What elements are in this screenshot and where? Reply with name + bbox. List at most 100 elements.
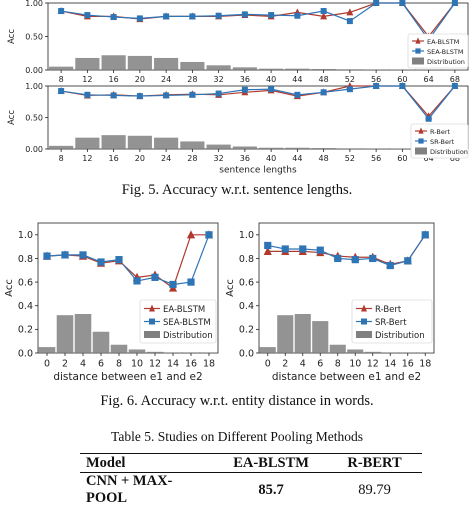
point-sea-blstm — [115, 256, 122, 263]
point-sea-blstm — [321, 8, 327, 14]
point-sr-bert — [111, 92, 117, 98]
x-tick-label: 16 — [109, 154, 119, 163]
y-tick-label: 0.00 — [25, 145, 43, 154]
y-tick-label: 0.6 — [239, 277, 254, 288]
x-tick-label: 44 — [292, 154, 302, 163]
bar-distribution — [382, 352, 398, 353]
legend-swatch-marker — [361, 319, 367, 325]
y-tick-label: 0.2 — [18, 325, 33, 336]
point-sea-blstm — [189, 13, 195, 19]
bar-distribution — [260, 347, 276, 353]
point-sr-bert — [294, 92, 300, 98]
legend-label: R-Bert — [430, 128, 450, 136]
x-tick-label: 64 — [424, 75, 434, 84]
x-tick-label: 36 — [240, 154, 250, 163]
point-sr-bert — [282, 245, 289, 252]
point-sr-bert — [404, 257, 411, 264]
pooling-table: Model EA-BLSTM R-BERT CNN + MAX-POOL 85.… — [80, 453, 422, 507]
fig6-caption: Fig. 6. Accuracy w.r.t. entity distance … — [0, 393, 474, 410]
x-tick-label: 0 — [265, 359, 271, 370]
y-tick-label: 0.00 — [25, 66, 43, 75]
bar-distribution — [147, 352, 164, 353]
point-sr-bert — [399, 83, 405, 89]
point-sr-bert — [452, 83, 458, 89]
y-tick-label: 0.2 — [239, 325, 254, 336]
point-sr-bert — [299, 245, 306, 252]
bar-distribution — [338, 69, 362, 70]
x-tick-label: 56 — [371, 154, 381, 163]
table-row: CNN + MAX-POOL 85.7 89.79 — [80, 473, 422, 507]
cell-ea-blstm: 85.7 — [215, 473, 327, 507]
x-axis-label: distance between e1 and e2 — [53, 371, 202, 383]
x-tick-label: 10 — [131, 359, 143, 370]
bar-distribution — [154, 58, 178, 70]
table-header-row: Model EA-BLSTM R-BERT — [80, 454, 422, 473]
y-tick-label: 0.4 — [239, 301, 254, 312]
legend-label: SR-Bert — [430, 138, 455, 146]
point-sea-blstm — [97, 258, 104, 265]
fig5-caption: Fig. 5. Accuracy w.r.t. sentence lengths… — [0, 182, 474, 199]
legend-label: Distribution — [163, 331, 213, 341]
bar-distribution — [312, 148, 336, 149]
x-tick-label: 28 — [187, 154, 197, 163]
bar-distribution — [330, 345, 346, 353]
y-tick-label: 0.50 — [25, 113, 43, 122]
x-tick-label: 14 — [384, 359, 396, 370]
bar-distribution — [285, 69, 309, 70]
point-sr-bert — [264, 242, 271, 249]
x-tick-label: 52 — [345, 154, 355, 163]
x-tick-label: 20 — [135, 75, 145, 84]
x-tick-label: 32 — [214, 154, 224, 163]
point-sea-blstm — [452, 0, 458, 6]
bar-distribution — [400, 352, 416, 353]
bar-distribution — [128, 56, 152, 70]
legend-label: Distribution — [427, 58, 465, 66]
bar-distribution — [183, 352, 200, 353]
x-tick-label: 12 — [149, 359, 161, 370]
point-sr-bert — [84, 92, 90, 98]
y-tick-label: 0.8 — [239, 254, 254, 265]
x-tick-label: 0 — [44, 359, 50, 370]
point-sea-blstm — [216, 13, 222, 19]
point-sea-blstm — [373, 0, 379, 6]
x-tick-label: 6 — [98, 359, 104, 370]
x-axis-label: distance between e1 and e2 — [272, 371, 421, 383]
bar-distribution — [154, 138, 178, 149]
legend-label: Distribution — [430, 148, 468, 156]
legend-label: EA-BLSTM — [163, 305, 205, 315]
point-sea-blstm — [84, 12, 90, 18]
x-tick-label: 14 — [167, 359, 179, 370]
bar-distribution — [259, 69, 283, 70]
x-tick-label: 8 — [116, 359, 122, 370]
point-sea-blstm — [111, 14, 117, 20]
point-sea-blstm — [58, 8, 64, 14]
x-tick-label: 16 — [185, 359, 197, 370]
x-tick-label: 8 — [59, 75, 64, 84]
legend-swatch-distribution — [144, 331, 160, 338]
bar-distribution — [259, 148, 283, 149]
table5-caption: Table 5. Studies on Different Pooling Me… — [0, 429, 474, 445]
x-tick-label: 16 — [402, 359, 414, 370]
y-axis-label: Acc — [7, 29, 17, 44]
point-sr-bert — [422, 231, 429, 238]
bar-distribution — [49, 146, 73, 149]
cell-r-bert: 89.79 — [327, 473, 422, 507]
cell-model: CNN + MAX-POOL — [80, 473, 215, 507]
x-tick-label: 40 — [266, 154, 276, 163]
bar-distribution — [233, 146, 257, 149]
legend-swatch-distribution — [356, 331, 372, 338]
point-sr-bert — [189, 92, 195, 98]
point-sr-bert — [317, 247, 324, 254]
point-sr-bert — [242, 87, 248, 93]
y-axis-label: Acc — [7, 110, 17, 125]
x-tick-label: 32 — [214, 75, 224, 84]
x-tick-label: 8 — [335, 359, 341, 370]
point-sr-bert — [347, 86, 353, 92]
y-tick-label: 1.0 — [239, 230, 254, 241]
legend-label: R-Bert — [375, 305, 402, 315]
x-tick-label: 6 — [317, 359, 323, 370]
point-sr-bert — [373, 83, 379, 89]
